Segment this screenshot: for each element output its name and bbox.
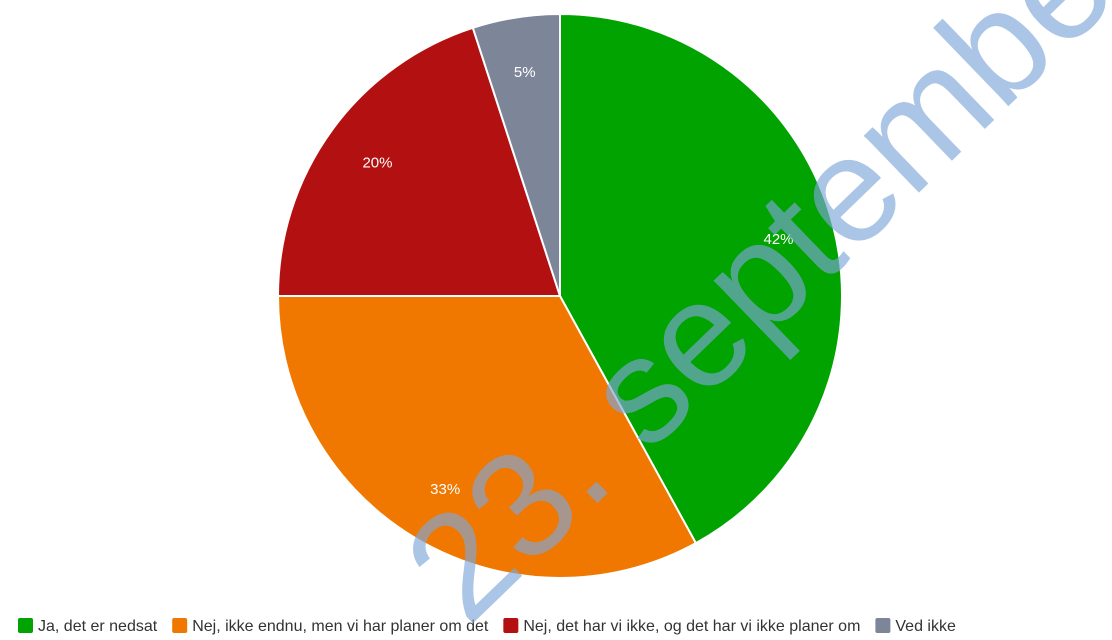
pie-slice (276, 26, 562, 297)
data-label: 33% (430, 481, 460, 498)
pie: 42% 33% 20% 5% (276, 12, 843, 579)
legend-swatch (172, 618, 188, 633)
data-label: 20% (362, 154, 392, 171)
data-label: 5% (514, 64, 536, 81)
legend-label: Ved ikke (895, 618, 956, 635)
legend-label: Nej, ikke endnu, men vi har planer om de… (192, 618, 489, 635)
legend-label: Ja, det er nedsat (38, 618, 158, 635)
legend-label: Nej, det har vi ikke, og det har vi ikke… (523, 618, 860, 635)
legend-swatch (503, 618, 519, 633)
legend-swatch (18, 618, 33, 633)
pie-slice (559, 12, 843, 545)
data-label: 42% (763, 231, 793, 248)
legend-swatch (875, 618, 891, 633)
pie-slice (471, 12, 561, 297)
pie-slice (276, 295, 698, 579)
legend: Ja, det er nedsat Nej, ikke endnu, men vi… (18, 618, 956, 635)
